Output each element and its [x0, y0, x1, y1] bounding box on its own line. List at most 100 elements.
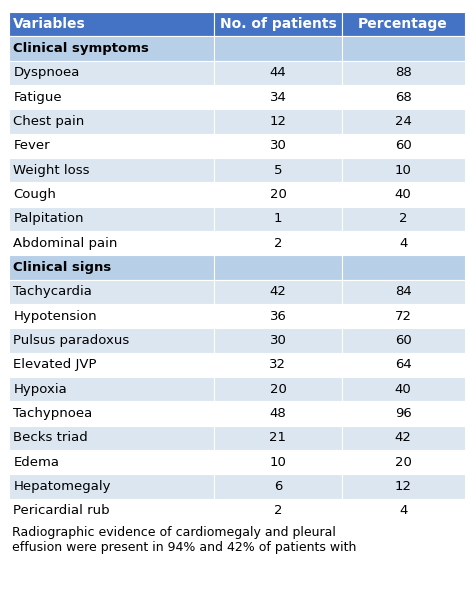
Bar	[342, 426, 465, 450]
Text: 30: 30	[270, 139, 286, 152]
Bar	[9, 499, 214, 523]
Text: No. of patients: No. of patients	[219, 17, 337, 31]
Text: 48: 48	[270, 407, 286, 420]
Bar	[9, 36, 214, 61]
Bar	[9, 401, 214, 426]
Text: 68: 68	[395, 91, 411, 103]
Text: Pulsus paradoxus: Pulsus paradoxus	[13, 334, 129, 347]
Bar	[214, 377, 342, 401]
Bar	[214, 12, 342, 36]
Text: Fever: Fever	[13, 139, 50, 152]
Bar	[342, 499, 465, 523]
Bar	[342, 231, 465, 255]
Text: Clinical symptoms: Clinical symptoms	[13, 42, 149, 55]
Text: Hypotension: Hypotension	[13, 310, 97, 323]
Text: 6: 6	[274, 480, 282, 493]
Bar	[342, 207, 465, 231]
Text: 2: 2	[273, 504, 282, 517]
Bar	[342, 109, 465, 133]
Bar	[342, 353, 465, 377]
Bar	[214, 353, 342, 377]
Text: 42: 42	[270, 285, 286, 298]
Bar	[9, 207, 214, 231]
Bar	[9, 279, 214, 304]
Text: 84: 84	[395, 285, 411, 298]
Text: 21: 21	[269, 432, 286, 444]
Text: 20: 20	[395, 456, 411, 469]
Text: Fatigue: Fatigue	[13, 91, 62, 103]
Text: Palpitation: Palpitation	[13, 212, 84, 225]
Bar	[214, 255, 342, 279]
Bar	[214, 36, 342, 61]
Bar	[342, 474, 465, 499]
Bar	[342, 12, 465, 36]
Bar	[342, 36, 465, 61]
Bar	[9, 182, 214, 207]
Bar	[342, 133, 465, 158]
Bar	[214, 61, 342, 85]
Bar	[9, 231, 214, 255]
Bar	[342, 158, 465, 182]
Text: Radiographic evidence of cardiomegaly and pleural
effusion were present in 94% a: Radiographic evidence of cardiomegaly an…	[12, 526, 356, 554]
Text: 2: 2	[399, 212, 407, 225]
Text: 2: 2	[273, 237, 282, 249]
Bar	[214, 304, 342, 328]
Bar	[342, 182, 465, 207]
Text: Hypoxia: Hypoxia	[13, 383, 67, 395]
Bar	[9, 61, 214, 85]
Text: Edema: Edema	[13, 456, 59, 469]
Text: 36: 36	[270, 310, 286, 323]
Text: 20: 20	[270, 188, 286, 201]
Text: Becks triad: Becks triad	[13, 432, 88, 444]
Bar	[9, 426, 214, 450]
Text: 12: 12	[394, 480, 411, 493]
Text: 1: 1	[273, 212, 282, 225]
Text: 12: 12	[269, 115, 286, 128]
Text: 20: 20	[270, 383, 286, 395]
Text: 10: 10	[270, 456, 286, 469]
Text: Cough: Cough	[13, 188, 56, 201]
Text: 32: 32	[269, 358, 286, 371]
Bar	[214, 499, 342, 523]
Text: 24: 24	[395, 115, 411, 128]
Text: Weight loss: Weight loss	[13, 163, 90, 177]
Text: 60: 60	[395, 334, 411, 347]
Text: 88: 88	[395, 66, 411, 79]
Text: Hepatomegaly: Hepatomegaly	[13, 480, 111, 493]
Text: 72: 72	[394, 310, 411, 323]
Bar	[342, 450, 465, 474]
Text: 64: 64	[395, 358, 411, 371]
Text: 96: 96	[395, 407, 411, 420]
Bar	[214, 133, 342, 158]
Bar	[9, 85, 214, 109]
Text: 44: 44	[270, 66, 286, 79]
Bar	[342, 304, 465, 328]
Bar	[9, 474, 214, 499]
Bar	[214, 231, 342, 255]
Bar	[342, 279, 465, 304]
Text: 40: 40	[395, 188, 411, 201]
Text: Chest pain: Chest pain	[13, 115, 84, 128]
Text: 30: 30	[270, 334, 286, 347]
Bar	[342, 401, 465, 426]
Bar	[342, 61, 465, 85]
Text: Tachycardia: Tachycardia	[13, 285, 92, 298]
Bar	[9, 328, 214, 353]
Bar	[214, 279, 342, 304]
Bar	[214, 401, 342, 426]
Bar	[9, 158, 214, 182]
Text: 42: 42	[395, 432, 411, 444]
Bar	[214, 109, 342, 133]
Bar	[342, 377, 465, 401]
Bar	[342, 255, 465, 279]
Text: 4: 4	[399, 504, 407, 517]
Bar	[9, 377, 214, 401]
Bar	[9, 450, 214, 474]
Bar	[9, 304, 214, 328]
Text: 60: 60	[395, 139, 411, 152]
Bar	[9, 133, 214, 158]
Text: 10: 10	[395, 163, 411, 177]
Bar	[214, 207, 342, 231]
Text: Percentage: Percentage	[358, 17, 448, 31]
Text: Abdominal pain: Abdominal pain	[13, 237, 118, 249]
